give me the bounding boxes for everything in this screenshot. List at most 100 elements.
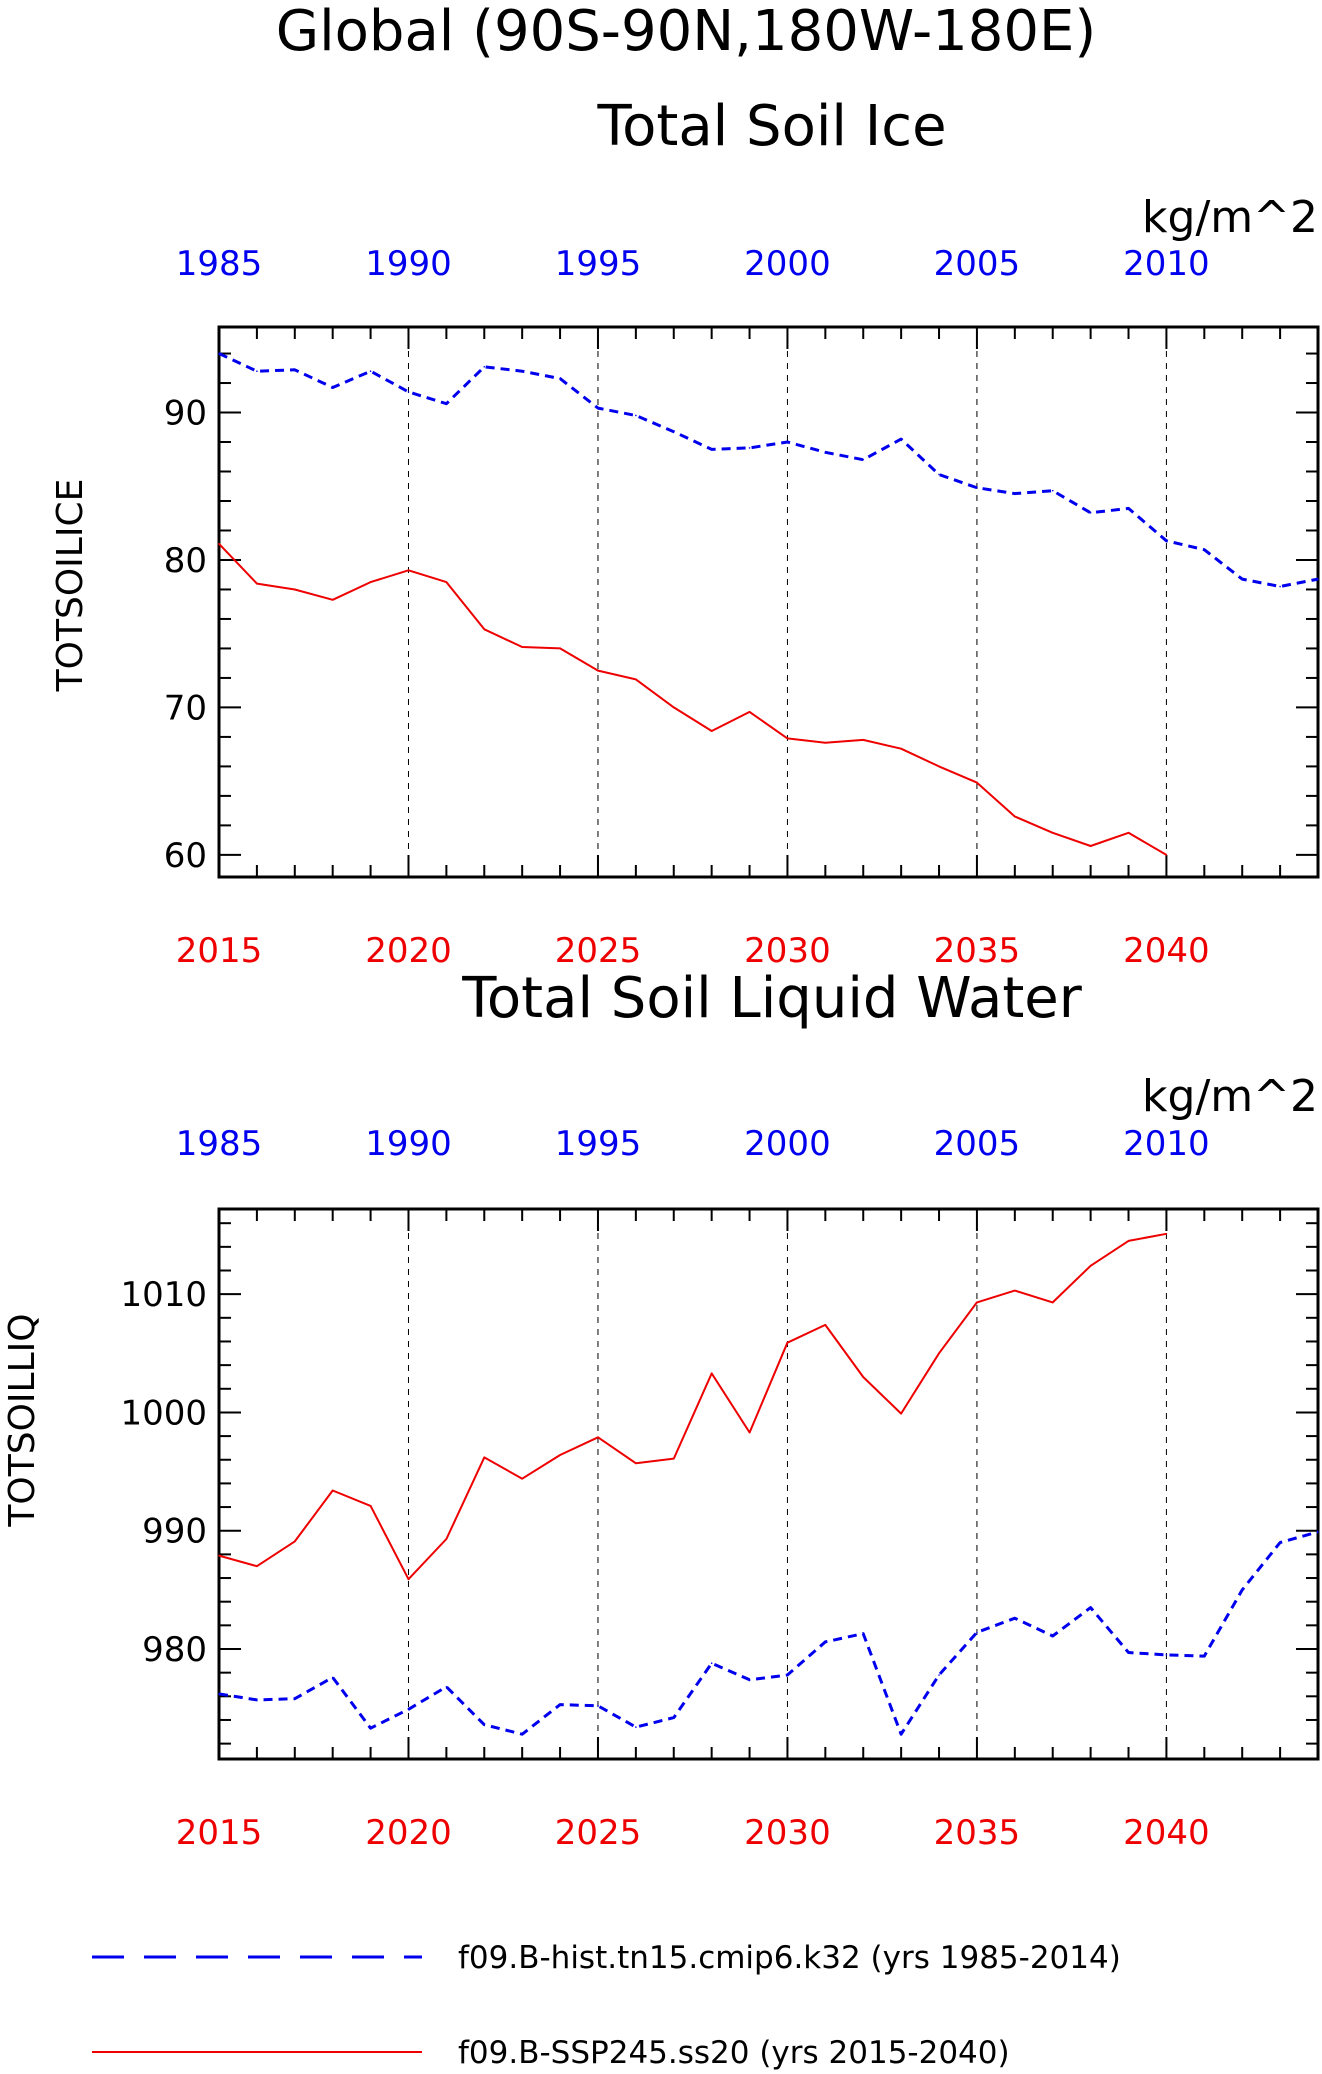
data-point	[369, 1727, 372, 1730]
x-top-tick-label: 2000	[744, 1124, 831, 1164]
data-point	[559, 1454, 561, 1456]
data-point	[672, 1716, 675, 1719]
data-point	[256, 370, 258, 373]
data-point	[710, 1372, 713, 1375]
data-point	[938, 1352, 940, 1355]
data-point	[293, 368, 296, 371]
legend: f09.B-hist.tn15.cmip6.k32 (yrs 1985-2014…	[92, 1940, 1121, 2071]
data-point	[1014, 815, 1016, 818]
x-top-tick-label: 1990	[365, 244, 452, 284]
data-point	[976, 486, 978, 489]
data-point	[559, 647, 561, 650]
y-tick-label: 90	[164, 394, 207, 434]
y-tick-label: 990	[142, 1512, 207, 1552]
units-label: kg/m^2	[1142, 192, 1318, 243]
data-point	[1089, 1606, 1092, 1609]
data-point	[1089, 845, 1092, 847]
data-point	[218, 352, 220, 355]
data-point	[824, 451, 827, 454]
data-point	[483, 1456, 486, 1459]
data-point	[672, 706, 675, 709]
data-point	[369, 581, 372, 583]
data-point	[1051, 1635, 1054, 1637]
x-bottom-tick-label: 2035	[934, 1813, 1021, 1853]
x-top-tick-label: 1985	[176, 1124, 263, 1164]
data-point	[1241, 1589, 1244, 1591]
data-point	[786, 1341, 789, 1344]
data-point	[1014, 1617, 1016, 1620]
data-point	[1203, 548, 1206, 551]
data-point	[748, 1431, 751, 1434]
data-point	[710, 1662, 713, 1664]
data-point	[1279, 585, 1281, 588]
data-point	[1127, 507, 1130, 510]
data-point	[635, 414, 637, 417]
data-point	[293, 1697, 296, 1700]
data-point	[862, 1376, 865, 1378]
x-bottom-tick-label: 2025	[555, 1813, 642, 1853]
legend-label-hist: f09.B-hist.tn15.cmip6.k32 (yrs 1985-2014…	[458, 1940, 1121, 1976]
data-point	[369, 1505, 372, 1507]
data-point	[331, 598, 334, 601]
x-top-tick-label: 2005	[934, 1124, 1021, 1164]
data-point	[1127, 1240, 1130, 1242]
y-tick-label: 60	[164, 836, 207, 876]
data-point	[900, 438, 902, 440]
data-point	[976, 1301, 978, 1304]
main-title: Global (90S-90N,180W-180E)	[276, 0, 1097, 64]
data-point	[597, 1704, 599, 1707]
x-top-tick-label: 1985	[176, 244, 263, 284]
data-point	[635, 1462, 637, 1465]
data-point	[1279, 1541, 1281, 1544]
data-point	[938, 765, 940, 768]
x-top-tick-label: 2000	[744, 244, 831, 284]
x-bottom-tick-label: 2020	[365, 1813, 452, 1853]
data-point	[824, 742, 827, 744]
data-point	[521, 1477, 523, 1480]
data-point	[331, 386, 334, 389]
data-point	[1127, 1651, 1130, 1654]
data-point	[331, 1676, 334, 1679]
data-point	[748, 1678, 751, 1681]
x-bottom-tick-label: 2040	[1123, 1813, 1210, 1853]
data-point	[1317, 578, 1319, 580]
data-point	[1051, 1301, 1054, 1304]
data-point	[672, 430, 675, 433]
plot-frame	[217, 1207, 1320, 1761]
data-point	[710, 448, 713, 451]
panel-title: Total Soil Ice	[596, 94, 946, 159]
x-bottom-tick-label: 2030	[744, 1813, 831, 1853]
series-line-ssp	[218, 543, 1167, 856]
data-point	[1317, 1531, 1319, 1533]
data-point	[635, 1726, 637, 1728]
data-point	[407, 569, 410, 572]
data-point	[1165, 1654, 1168, 1656]
data-point	[824, 1324, 827, 1326]
data-point	[445, 402, 448, 405]
data-point	[862, 1632, 865, 1635]
data-point	[786, 737, 789, 740]
series-line-hist	[218, 1530, 1319, 1736]
data-point	[445, 581, 448, 583]
y-tick-label: 980	[142, 1630, 207, 1670]
data-point	[1203, 1655, 1206, 1657]
data-point	[1014, 492, 1016, 495]
x-top-tick-label: 2005	[934, 244, 1021, 284]
data-point	[218, 1693, 220, 1695]
data-point	[1165, 540, 1168, 542]
data-point	[256, 1699, 258, 1701]
data-point	[331, 1489, 334, 1492]
x-bottom-tick-label: 2030	[744, 931, 831, 971]
data-point	[786, 1674, 789, 1676]
y-tick-label: 70	[164, 688, 207, 728]
data-point	[635, 678, 637, 681]
x-bottom-tick-label: 2015	[176, 931, 263, 971]
data-point	[1127, 831, 1130, 834]
legend-label-ssp: f09.B-SSP245.ss20 (yrs 2015-2040)	[458, 2035, 1010, 2071]
y-axis-label: TOTSOILLIQ	[2, 1313, 43, 1527]
panel-title: Total Soil Liquid Water	[461, 966, 1083, 1031]
x-top-tick-label: 2010	[1123, 1124, 1210, 1164]
data-point	[748, 447, 751, 449]
data-point	[521, 1733, 523, 1735]
data-point	[900, 1733, 902, 1735]
